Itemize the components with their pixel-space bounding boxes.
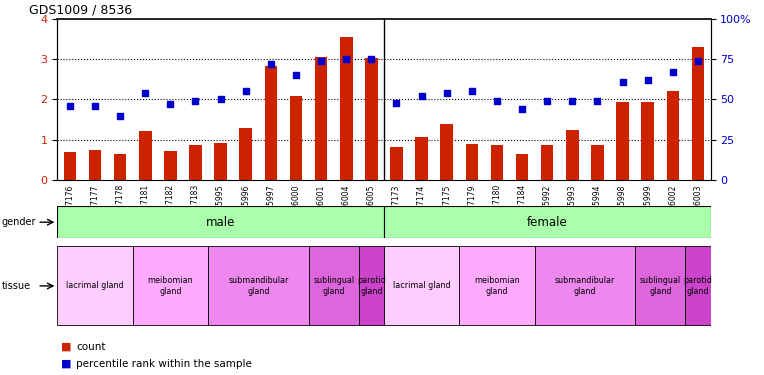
Text: ■: ■: [61, 359, 72, 369]
Point: [617, 79, 629, 85]
Point: [63, 103, 76, 109]
Bar: [416, 137, 428, 180]
Bar: [440, 124, 453, 180]
Text: sublingual
gland: sublingual gland: [313, 276, 354, 296]
Bar: [685, 246, 711, 326]
Bar: [384, 246, 459, 326]
Bar: [365, 58, 377, 180]
Point: [490, 98, 503, 104]
Bar: [384, 206, 711, 238]
Bar: [89, 150, 102, 180]
Point: [315, 58, 327, 64]
Bar: [239, 128, 252, 180]
Text: female: female: [527, 216, 568, 229]
Point: [290, 72, 302, 78]
Bar: [315, 57, 328, 180]
Bar: [642, 102, 654, 180]
Point: [516, 106, 528, 112]
Point: [89, 103, 101, 109]
Text: meibomian
gland: meibomian gland: [474, 276, 520, 296]
Bar: [459, 246, 535, 326]
Text: parotid
gland: parotid gland: [684, 276, 712, 296]
Point: [240, 88, 252, 94]
Bar: [57, 246, 133, 326]
Bar: [465, 144, 478, 180]
Bar: [133, 246, 208, 326]
Text: parotid
gland: parotid gland: [357, 276, 386, 296]
Point: [642, 77, 654, 83]
Bar: [591, 145, 604, 180]
Bar: [290, 96, 303, 180]
Point: [365, 56, 377, 62]
Text: lacrimal gland: lacrimal gland: [66, 281, 124, 290]
Bar: [340, 37, 352, 180]
Point: [466, 88, 478, 94]
Bar: [390, 147, 403, 180]
Point: [390, 100, 403, 106]
Bar: [691, 47, 704, 180]
Text: tissue: tissue: [2, 281, 31, 291]
Point: [591, 98, 604, 104]
Point: [692, 58, 704, 64]
Text: sublingual
gland: sublingual gland: [639, 276, 681, 296]
Text: GDS1009 / 8536: GDS1009 / 8536: [29, 3, 131, 16]
Bar: [566, 130, 578, 180]
Bar: [359, 246, 384, 326]
Bar: [516, 154, 529, 180]
Point: [139, 90, 151, 96]
Point: [667, 69, 679, 75]
Point: [189, 98, 202, 104]
Bar: [189, 144, 202, 180]
Text: ■: ■: [61, 342, 72, 352]
Bar: [57, 206, 384, 238]
Point: [441, 90, 453, 96]
Bar: [215, 142, 227, 180]
Bar: [666, 90, 679, 180]
Text: count: count: [76, 342, 106, 352]
Point: [215, 96, 227, 102]
Point: [566, 98, 578, 104]
Point: [416, 93, 428, 99]
Point: [340, 56, 352, 62]
Bar: [635, 246, 685, 326]
Bar: [541, 145, 553, 180]
Text: submandibular
gland: submandibular gland: [555, 276, 615, 296]
Text: percentile rank within the sample: percentile rank within the sample: [76, 359, 252, 369]
Text: submandibular
gland: submandibular gland: [228, 276, 289, 296]
Bar: [139, 131, 151, 180]
Point: [265, 61, 277, 67]
Bar: [309, 246, 359, 326]
Bar: [208, 246, 309, 326]
Bar: [114, 154, 126, 180]
Text: gender: gender: [2, 217, 36, 227]
Text: male: male: [206, 216, 235, 229]
Text: meibomian
gland: meibomian gland: [147, 276, 193, 296]
Bar: [490, 144, 503, 180]
Bar: [617, 102, 629, 180]
Text: lacrimal gland: lacrimal gland: [393, 281, 451, 290]
Bar: [535, 246, 635, 326]
Point: [114, 112, 126, 118]
Point: [541, 98, 553, 104]
Bar: [264, 66, 277, 180]
Point: [164, 101, 176, 107]
Bar: [63, 152, 76, 180]
Bar: [164, 151, 176, 180]
